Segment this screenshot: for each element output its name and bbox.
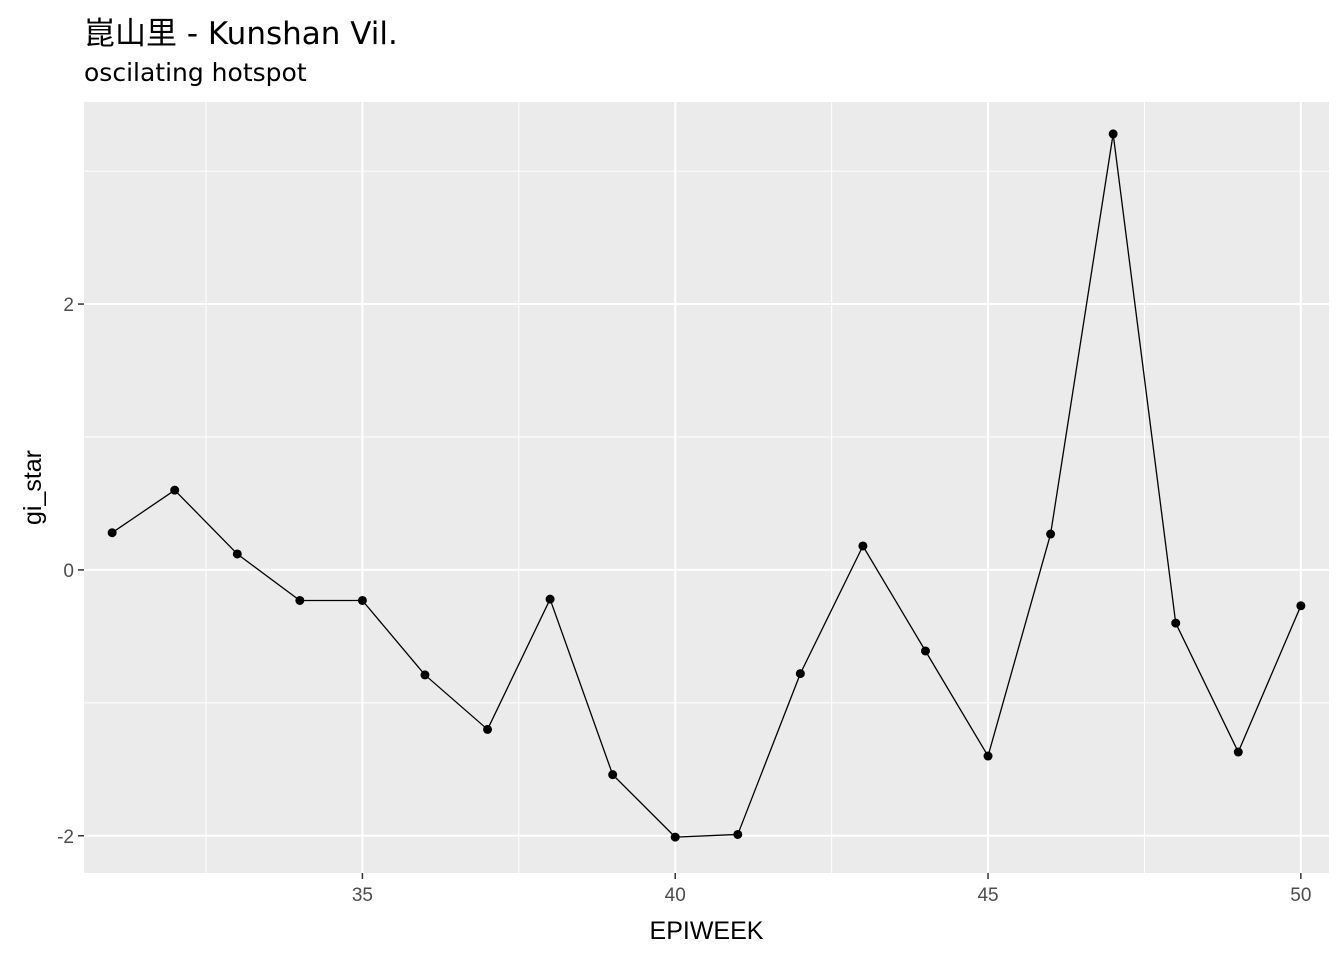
- chart-subtitle: oscilating hotspot: [84, 58, 307, 87]
- data-point: [107, 528, 117, 538]
- data-point: [1171, 618, 1181, 628]
- data-point: [545, 594, 555, 604]
- data-point: [733, 829, 743, 839]
- data-point: [170, 485, 180, 495]
- data-point: [858, 541, 868, 551]
- data-point: [1046, 529, 1056, 539]
- data-point: [608, 770, 618, 780]
- y-tick-label: 2: [63, 295, 74, 316]
- data-point: [920, 646, 930, 656]
- data-point: [420, 670, 430, 680]
- x-tick-label: 45: [977, 885, 998, 906]
- y-axis-title: gi_star: [19, 450, 47, 525]
- data-point: [357, 595, 367, 605]
- series-line: [111, 133, 1302, 838]
- data-point: [483, 724, 493, 734]
- plot-panel: [84, 102, 1329, 873]
- y-tick-label: 0: [63, 561, 74, 582]
- x-axis: 35 40 45 50: [352, 873, 1311, 906]
- chart-title: 崑山里 - Kunshan Vil.: [84, 16, 398, 52]
- y-axis: -2 0 2: [57, 295, 84, 848]
- x-tick-label: 50: [1290, 885, 1311, 906]
- minor-gridlines: [84, 102, 1329, 873]
- x-tick-label: 40: [665, 885, 686, 906]
- data-point: [232, 549, 242, 559]
- data-point: [1296, 601, 1306, 611]
- x-tick-label: 35: [352, 885, 373, 906]
- data-point: [795, 669, 805, 679]
- data-point: [1108, 129, 1118, 139]
- series-line-layer: [111, 133, 1302, 838]
- y-tick-label: -2: [57, 827, 74, 848]
- x-axis-title: EPIWEEK: [650, 917, 764, 945]
- data-point: [983, 751, 993, 761]
- data-point: [1233, 747, 1243, 757]
- series-points-layer: [107, 129, 1306, 842]
- data-point: [670, 832, 680, 842]
- data-point: [295, 595, 305, 605]
